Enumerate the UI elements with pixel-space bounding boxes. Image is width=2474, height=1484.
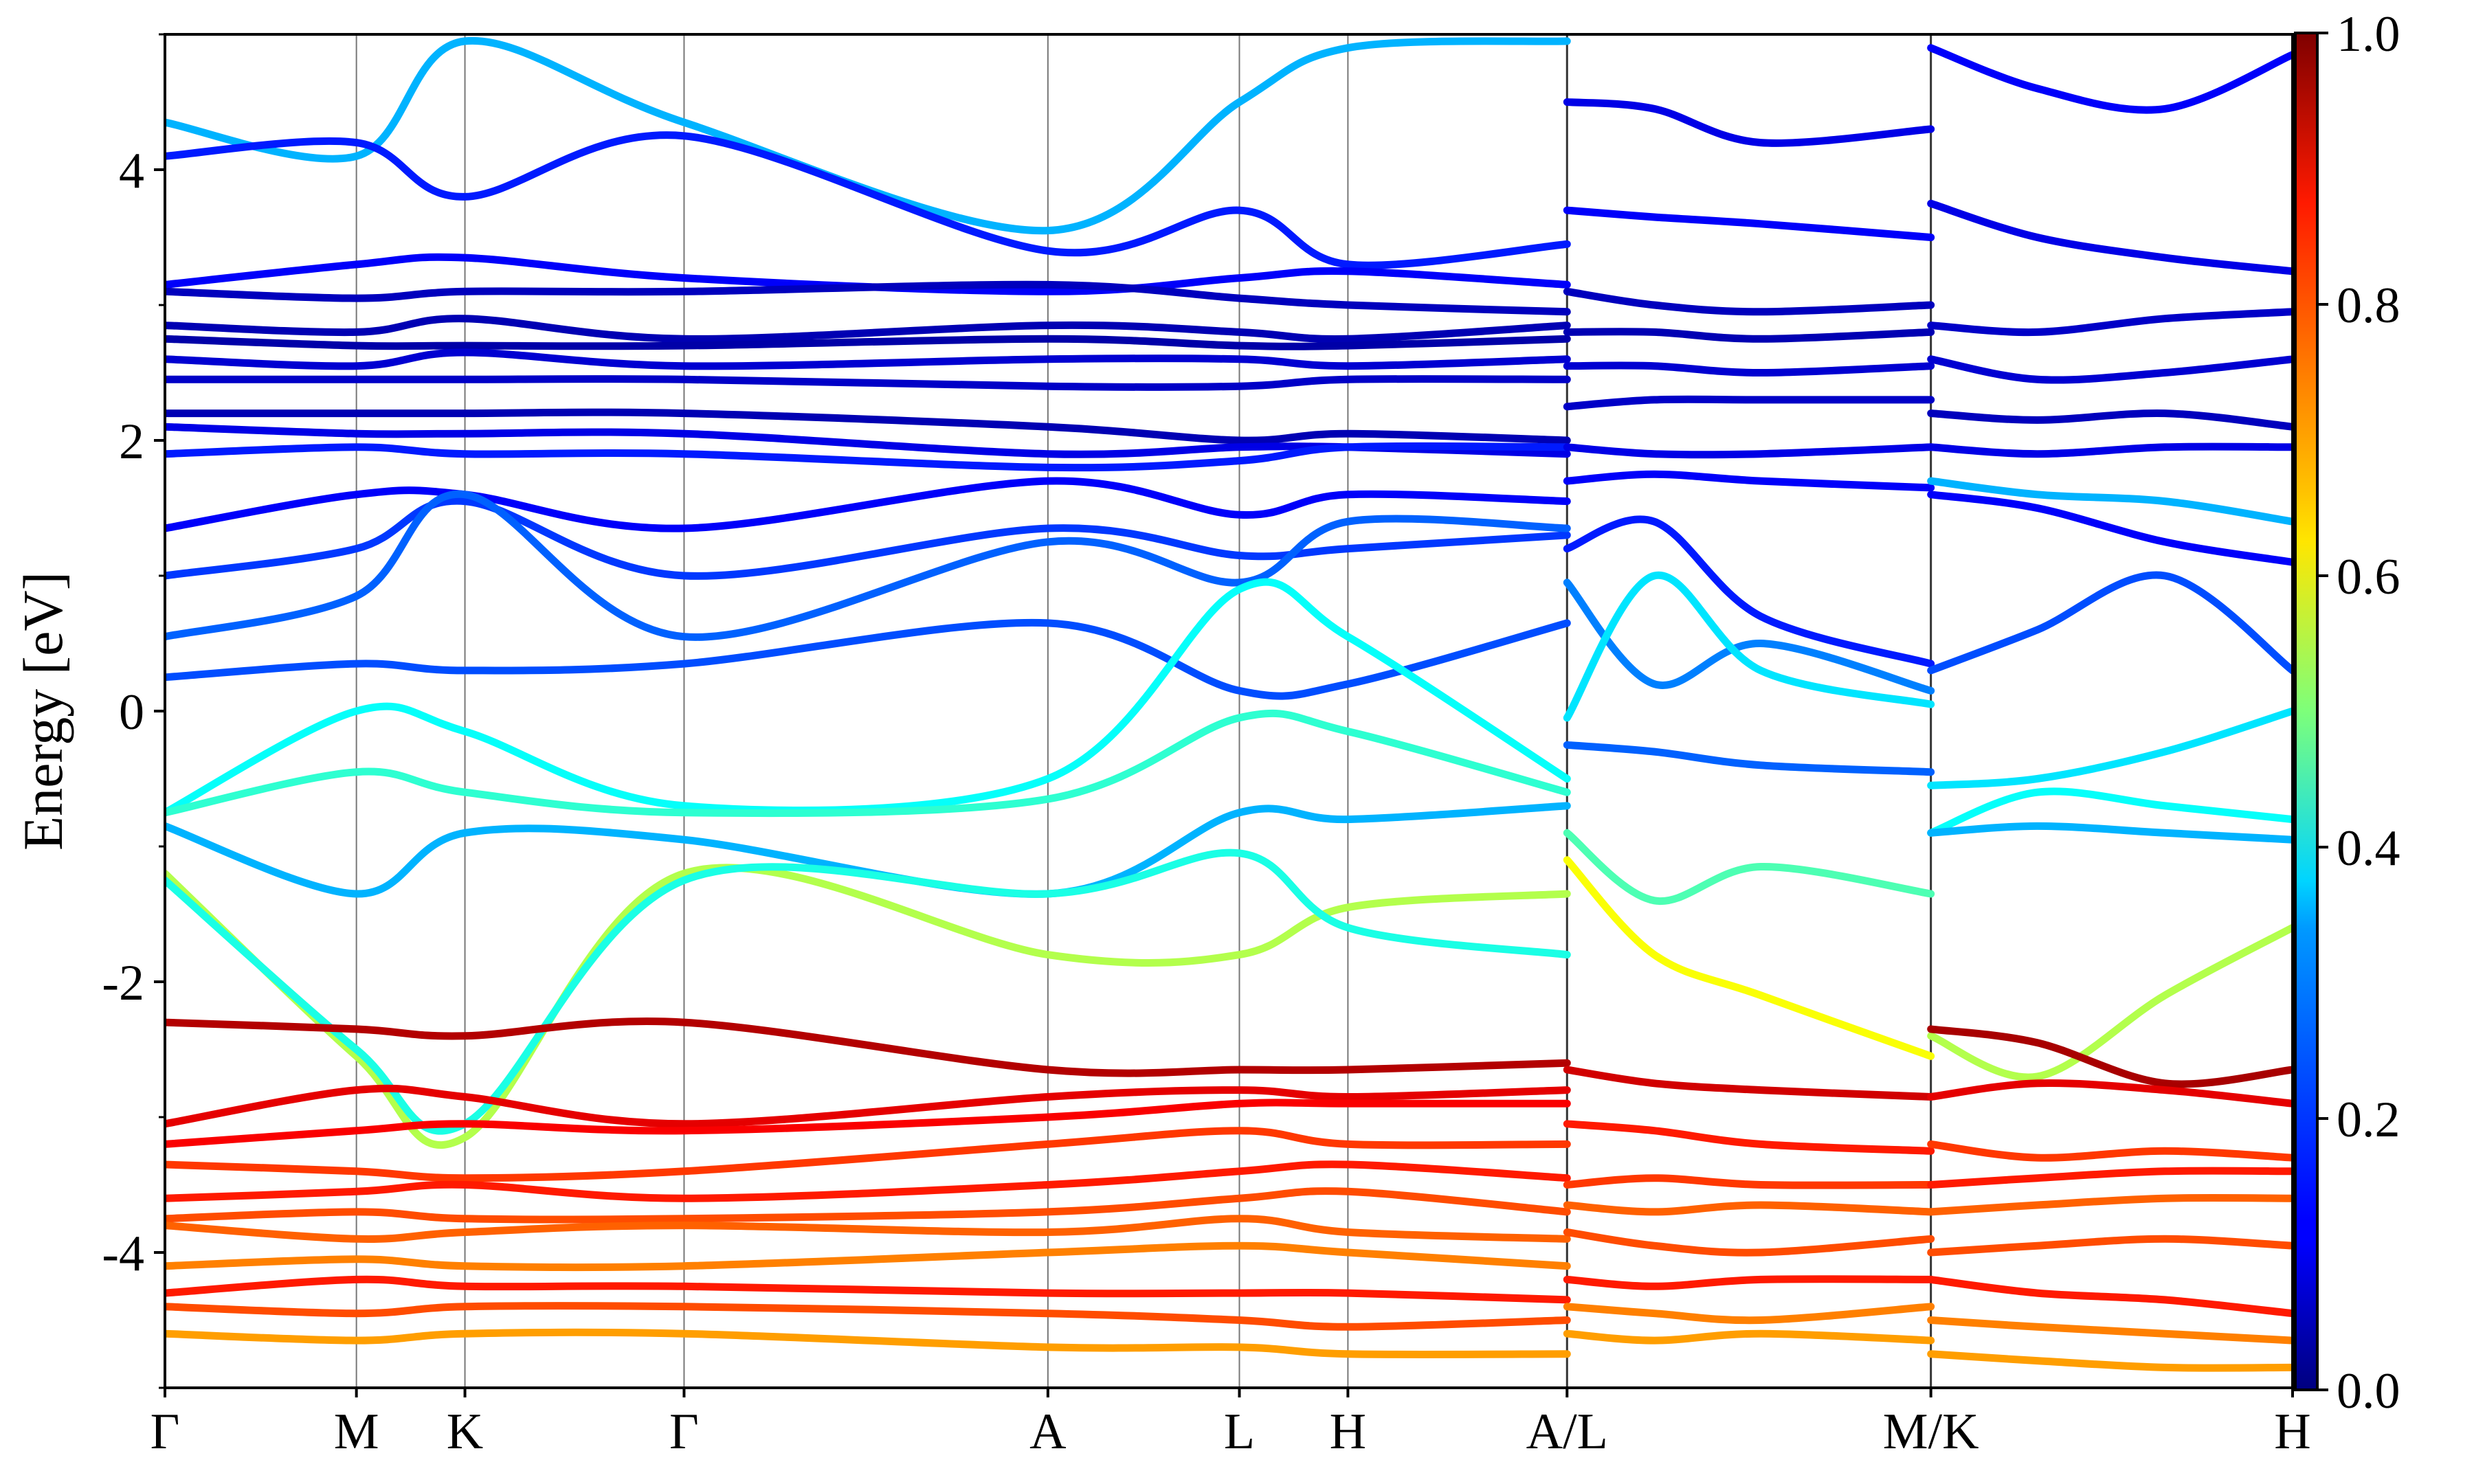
band-line	[165, 497, 1571, 580]
band-line	[1927, 1025, 2293, 1088]
colorbar-tick-label: 0.6	[2337, 549, 2400, 605]
x-tick-label: Γ	[669, 1404, 699, 1460]
band-line	[1927, 923, 2293, 1081]
band-line	[1563, 328, 1935, 343]
band-line	[1563, 1066, 1935, 1101]
band-line	[1927, 44, 2293, 114]
x-tick-label: M/K	[1883, 1404, 1979, 1460]
band-line	[165, 348, 1571, 370]
band-line	[1927, 199, 2293, 276]
band-line	[1927, 1275, 2293, 1318]
y-tick-label: -2	[102, 955, 144, 1011]
x-tick-label: A	[1029, 1404, 1066, 1460]
band-line	[1563, 515, 1935, 668]
band-line	[1927, 1140, 2293, 1162]
band-line	[165, 1099, 1571, 1148]
x-tick-label: H	[1330, 1404, 1366, 1460]
band-line	[1927, 1316, 2293, 1345]
colorbar-tick-label: 0.0	[2337, 1363, 2400, 1419]
band-line	[1927, 1235, 2293, 1257]
band-line	[1563, 856, 1935, 1060]
x-tick-label: L	[1224, 1404, 1255, 1460]
band-line	[1927, 308, 2293, 337]
x-axis-ticks: Γ M K Γ A L H A/L M/K H	[151, 1388, 2311, 1460]
band-line	[165, 1127, 1571, 1182]
band-line	[1563, 206, 1935, 241]
x-tick-label: Γ	[151, 1404, 180, 1460]
band-line	[165, 315, 1571, 344]
band-line	[165, 490, 1571, 641]
band-line	[1563, 1275, 1935, 1290]
x-tick-label: A/L	[1526, 1404, 1608, 1460]
band-line	[165, 709, 1571, 818]
x-tick-label: H	[2274, 1404, 2310, 1460]
band-line	[165, 280, 1571, 316]
band-line	[165, 578, 1571, 817]
band-line	[165, 131, 1571, 269]
band-line	[1563, 1228, 1935, 1257]
band-line	[165, 408, 1571, 445]
colorbar-tick-label: 1.0	[2337, 6, 2400, 63]
band-line	[1563, 443, 1935, 459]
y-axis-label: Energy [eV]	[12, 572, 74, 851]
band-line	[1563, 98, 1935, 147]
band-line	[1927, 1350, 2293, 1372]
band-line	[165, 1302, 1571, 1331]
band-line	[1563, 361, 1935, 376]
y-tick-label: 2	[119, 414, 144, 470]
band-line	[165, 618, 1571, 700]
band-line	[165, 335, 1571, 350]
band-line	[165, 442, 1571, 472]
band-line	[1927, 1193, 2293, 1216]
band-line	[165, 1241, 1571, 1272]
band-line	[165, 1328, 1571, 1359]
band-line	[1563, 1201, 1935, 1216]
band-line	[1563, 829, 1935, 906]
y-tick-label: 0	[119, 684, 144, 741]
band-line	[1927, 442, 2293, 458]
y-axis-ticks: 4 2 0 -2 -4	[102, 33, 165, 1389]
band-line	[1927, 409, 2293, 431]
band-line	[165, 1160, 1571, 1202]
band-line	[1563, 1174, 1935, 1189]
band-line	[1563, 1303, 1935, 1325]
band-line	[165, 864, 1571, 1149]
band-line	[1563, 1329, 1935, 1345]
colorbar-ticks: 1.0 0.8 0.6 0.4 0.2 0.0	[2317, 6, 2400, 1419]
x-tick-label: K	[447, 1404, 483, 1460]
colorbar-tick-label: 0.4	[2337, 820, 2400, 877]
x-tick-label: M	[334, 1404, 379, 1460]
band-line	[165, 1215, 1571, 1244]
band-line	[1563, 1120, 1935, 1155]
colorbar-gradient	[2294, 32, 2319, 1391]
band-line	[1927, 1167, 2293, 1189]
band-line	[165, 477, 1571, 532]
band-line	[165, 848, 1571, 1135]
band-line	[1563, 741, 1935, 776]
band-line	[1927, 491, 2293, 566]
band-line	[1563, 395, 1935, 411]
band-line	[1563, 571, 1935, 722]
band-line	[165, 1275, 1571, 1304]
band-line	[1927, 571, 2293, 675]
band-line	[165, 375, 1571, 391]
band-line	[1563, 287, 1935, 316]
band-line	[165, 1187, 1571, 1224]
band-line	[1927, 1079, 2293, 1108]
band-lines	[165, 36, 2293, 1372]
band-line	[165, 1084, 1571, 1128]
band-line	[1927, 355, 2293, 384]
band-line	[1927, 822, 2293, 844]
y-tick-label: 4	[119, 143, 144, 199]
band-line	[1927, 707, 2293, 789]
band-line	[1563, 470, 1935, 492]
colorbar: 1.0 0.8 0.6 0.4 0.2 0.0	[2294, 6, 2400, 1419]
colorbar-tick-label: 0.8	[2337, 278, 2400, 334]
band-line	[165, 1018, 1571, 1077]
band-line	[1927, 787, 2293, 837]
band-line	[1927, 477, 2293, 526]
y-tick-label: -4	[102, 1226, 144, 1282]
colorbar-tick-label: 0.2	[2337, 1092, 2400, 1148]
